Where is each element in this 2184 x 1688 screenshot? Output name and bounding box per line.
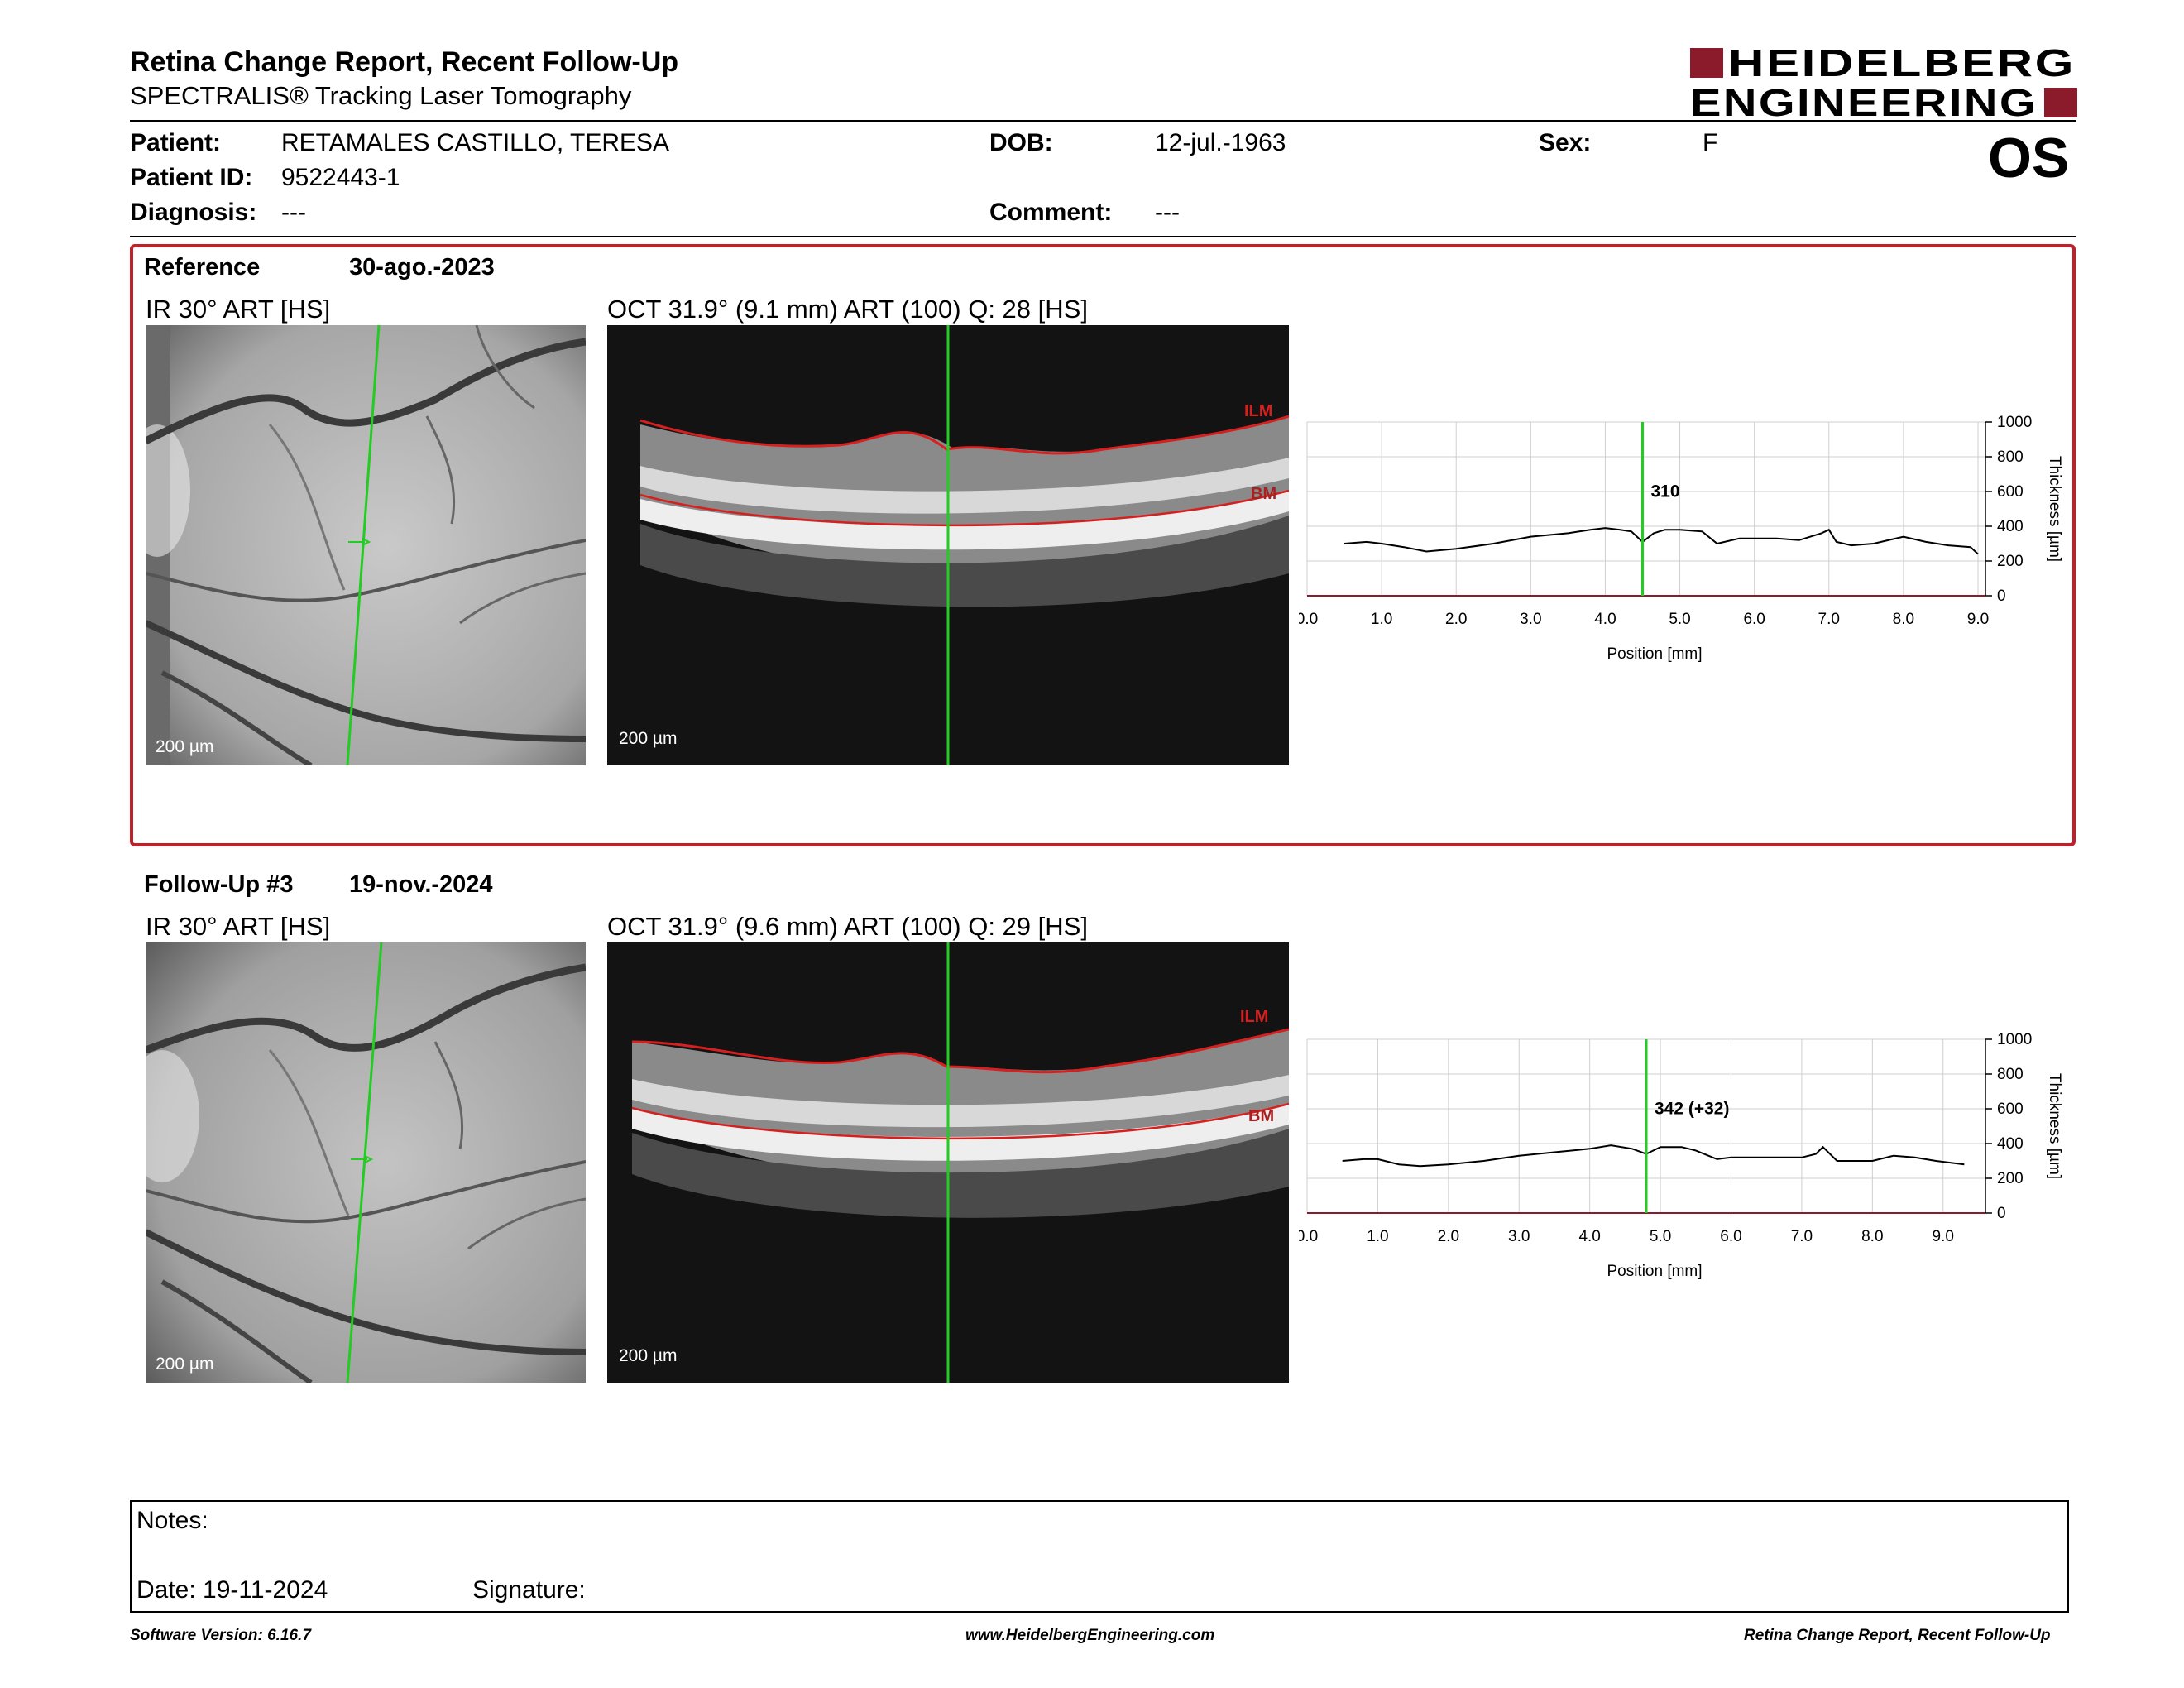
x-tick-label: 4.0: [1578, 1228, 1600, 1245]
reference-ir-image: 200 µm: [146, 325, 586, 765]
header-rule: [130, 120, 2076, 122]
dob-value: 12-jul.-1963: [1155, 129, 1286, 156]
x-tick-label: 1.0: [1367, 1228, 1388, 1245]
patient-name: RETAMALES CASTILLO, TERESA: [281, 129, 670, 156]
y-tick-label: 600: [1997, 1101, 2024, 1118]
footer-website[interactable]: www.HeidelbergEngineering.com: [965, 1627, 1215, 1644]
dob-label: DOB:: [989, 129, 1053, 156]
followup-label: Follow-Up #3: [144, 871, 294, 898]
x-tick-label: 2.0: [1438, 1228, 1459, 1245]
reference-oct-scale: 200 µm: [619, 729, 678, 748]
x-tick-label: 5.0: [1669, 611, 1690, 628]
sex-value: F: [1703, 129, 1718, 156]
x-tick-label: 0.0: [1299, 611, 1318, 628]
x-tick-label: 3.0: [1508, 1228, 1530, 1245]
y-tick-label: 800: [1997, 1066, 2024, 1083]
y-tick-label: 1000: [1997, 1031, 2032, 1048]
reference-thickness-chart: 0.0 1.0 2.0 3.0 4.0 5.0 6.0 7.0 8.0 9.0 0 200 400 600…: [1299, 414, 2063, 663]
patient-id-label: Patient ID:: [130, 164, 253, 191]
y-tick-label: 800: [1997, 448, 2024, 466]
thickness-series-line: [1342, 1144, 1965, 1168]
logo-line2: ENGINEERING: [1690, 81, 2038, 122]
y-tick-label: 1000: [1997, 414, 2032, 431]
y-tick-label: 0: [1997, 1205, 2006, 1222]
sex-label: Sex:: [1539, 129, 1592, 156]
y-tick-label: 400: [1997, 1135, 2024, 1153]
report-title: Retina Change Report, Recent Follow-Up: [130, 46, 679, 78]
followup-oct-image: ILM BM 200 µm: [607, 942, 1289, 1383]
x-tick-label: 9.0: [1967, 611, 1989, 628]
y-tick-label: 400: [1997, 518, 2024, 535]
x-tick-label: 3.0: [1520, 611, 1541, 628]
position-marker-value: 342 (+32): [1655, 1099, 1729, 1118]
patient-id: 9522443-1: [281, 164, 400, 191]
patient-label: Patient:: [130, 129, 222, 156]
followup-oct-scale: 200 µm: [619, 1346, 678, 1365]
y-axis-label: Thickness [µm]: [2046, 456, 2063, 562]
x-tick-label: 8.0: [1893, 611, 1914, 628]
x-tick-label: 9.0: [1933, 1228, 1954, 1245]
x-tick-label: 7.0: [1818, 611, 1840, 628]
x-tick-label: 6.0: [1743, 611, 1765, 628]
followup-ir-label: IR 30° ART [HS]: [146, 912, 331, 941]
followup-oct-label: OCT 31.9° (9.6 mm) ART (100) Q: 29 [HS]: [607, 912, 1088, 941]
comment-value: ---: [1155, 199, 1180, 226]
x-tick-label: 7.0: [1791, 1228, 1813, 1245]
followup-ir-scale: 200 µm: [156, 1355, 214, 1374]
x-tick-label: 2.0: [1445, 611, 1467, 628]
x-axis-label: Position [mm]: [1607, 1263, 1702, 1280]
thickness-series-line: [1343, 527, 1979, 555]
reference-bm-label: BM: [1251, 485, 1276, 503]
y-tick-label: 600: [1997, 483, 2024, 501]
report-subtitle: SPECTRALIS® Tracking Laser Tomography: [130, 81, 632, 110]
footer-report-name: Retina Change Report, Recent Follow-Up: [1744, 1627, 2051, 1644]
notes-date: Date: 19-11-2024: [136, 1576, 328, 1604]
logo-line1: HEIDELBERG: [1728, 43, 2076, 84]
notes-label: Notes:: [136, 1507, 208, 1534]
followup-ilm-label: ILM: [1240, 1008, 1268, 1026]
footer-software-version: Software Version: 6.16.7: [130, 1627, 311, 1644]
x-tick-label: 8.0: [1861, 1228, 1883, 1245]
y-tick-label: 0: [1997, 587, 2006, 605]
x-tick-label: 1.0: [1371, 611, 1392, 628]
followup-thickness-chart: 0.0 1.0 2.0 3.0 4.0 5.0 6.0 7.0 8.0 9.0 0 200 400 600…: [1299, 1031, 2063, 1280]
eye-indicator: OS: [1988, 127, 2070, 189]
x-tick-label: 5.0: [1650, 1228, 1671, 1245]
reference-date: 30-ago.-2023: [349, 254, 495, 281]
diagnosis-value: ---: [281, 199, 306, 226]
reference-ir-scale: 200 µm: [156, 737, 214, 756]
x-axis-label: Position [mm]: [1607, 645, 1702, 663]
y-axis-label: Thickness [µm]: [2046, 1073, 2063, 1179]
x-tick-label: 6.0: [1720, 1228, 1741, 1245]
notes-box[interactable]: Notes: Date: 19-11-2024 Signature:: [130, 1500, 2069, 1613]
reference-ir-label: IR 30° ART [HS]: [146, 295, 331, 324]
x-tick-label: 0.0: [1299, 1228, 1318, 1245]
reference-label: Reference: [144, 254, 261, 281]
y-tick-label: 200: [1997, 553, 2024, 570]
signature-label: Signature:: [472, 1576, 586, 1604]
reference-highlight-box: [130, 244, 2076, 846]
position-marker-value: 310: [1650, 482, 1679, 501]
reference-ilm-label: ILM: [1244, 402, 1272, 420]
info-rule: [130, 236, 2076, 237]
followup-bm-label: BM: [1248, 1107, 1274, 1125]
heidelberg-logo: HEIDELBERG ENGINEERING: [1690, 43, 2077, 122]
comment-label: Comment:: [989, 199, 1113, 226]
reference-oct-image: ILM BM 200 µm: [607, 325, 1289, 765]
followup-ir-image: 200 µm: [146, 942, 586, 1383]
diagnosis-label: Diagnosis:: [130, 199, 257, 226]
reference-oct-label: OCT 31.9° (9.1 mm) ART (100) Q: 28 [HS]: [607, 295, 1088, 324]
followup-date: 19-nov.-2024: [349, 871, 493, 898]
y-tick-label: 200: [1997, 1170, 2024, 1187]
x-tick-label: 4.0: [1594, 611, 1616, 628]
